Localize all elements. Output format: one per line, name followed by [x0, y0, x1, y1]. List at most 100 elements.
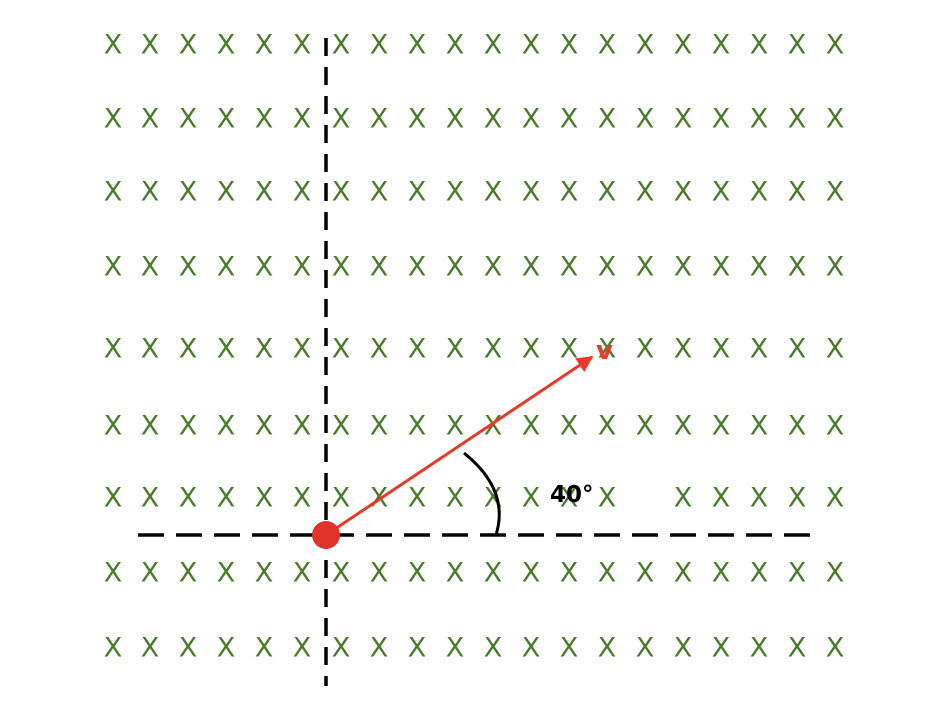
field-x-mark: X	[484, 334, 503, 365]
field-x-mark: X	[141, 252, 160, 283]
field-x-mark: X	[104, 30, 123, 61]
field-x-mark: X	[712, 30, 731, 61]
field-x-mark: X	[179, 483, 198, 514]
charged-particle	[312, 521, 340, 549]
field-x-mark: X	[484, 177, 503, 208]
field-x-mark: X	[217, 30, 236, 61]
field-x-mark: X	[788, 411, 807, 442]
field-x-mark: X	[674, 483, 693, 514]
field-x-mark: X	[750, 558, 769, 589]
field-x-mark: X	[446, 633, 465, 664]
field-x-mark: X	[598, 483, 617, 514]
field-x-mark: X	[293, 483, 312, 514]
angle-arc	[463, 451, 501, 536]
field-x-mark: X	[408, 30, 427, 61]
field-x-mark: X	[141, 633, 160, 664]
field-x-mark: X	[484, 30, 503, 61]
field-x-mark: X	[141, 558, 160, 589]
field-x-mark: X	[750, 633, 769, 664]
field-x-mark: X	[217, 411, 236, 442]
field-x-mark: X	[826, 334, 845, 365]
field-x-mark: X	[104, 483, 123, 514]
field-x-mark: X	[826, 104, 845, 135]
field-x-mark: X	[484, 252, 503, 283]
field-x-mark: X	[598, 177, 617, 208]
field-x-mark: X	[560, 104, 579, 135]
field-x-mark: X	[522, 411, 541, 442]
field-x-mark: X	[408, 633, 427, 664]
field-x-mark: X	[370, 252, 389, 283]
field-x-mark: X	[217, 633, 236, 664]
field-x-mark: X	[446, 411, 465, 442]
field-x-mark: X	[788, 104, 807, 135]
field-x-mark: X	[332, 334, 351, 365]
field-x-mark: X	[141, 411, 160, 442]
field-x-mark: X	[408, 483, 427, 514]
field-x-mark: X	[560, 177, 579, 208]
field-x-mark: X	[522, 633, 541, 664]
field-x-mark: X	[674, 252, 693, 283]
field-x-mark: X	[332, 633, 351, 664]
field-x-mark: X	[826, 558, 845, 589]
field-x-mark: X	[293, 177, 312, 208]
field-x-mark: X	[370, 104, 389, 135]
field-x-mark: X	[560, 633, 579, 664]
field-x-mark: X	[826, 177, 845, 208]
field-x-mark: X	[712, 252, 731, 283]
field-x-mark: X	[141, 177, 160, 208]
field-x-mark: X	[560, 558, 579, 589]
field-x-mark: X	[750, 104, 769, 135]
field-x-mark: X	[712, 104, 731, 135]
field-x-mark: X	[674, 633, 693, 664]
field-x-mark: X	[712, 483, 731, 514]
field-x-mark: X	[788, 177, 807, 208]
field-x-mark: X	[293, 104, 312, 135]
field-x-mark: X	[446, 30, 465, 61]
field-x-mark: X	[522, 30, 541, 61]
field-x-mark: X	[636, 177, 655, 208]
field-x-mark: X	[598, 411, 617, 442]
field-x-mark: X	[446, 252, 465, 283]
field-x-mark: X	[217, 252, 236, 283]
field-x-mark: X	[332, 104, 351, 135]
field-x-mark: X	[370, 411, 389, 442]
field-x-mark: X	[446, 334, 465, 365]
field-x-mark: X	[788, 558, 807, 589]
magnetic-field-grid: X X X X X X X X X X X X X X X X X X X X X X X X X X X X X X X X X X X X X X X X…	[104, 30, 845, 664]
field-x-mark: X	[217, 483, 236, 514]
field-x-mark: X	[674, 177, 693, 208]
field-x-mark: X	[104, 104, 123, 135]
field-x-mark: X	[674, 30, 693, 61]
field-x-mark: X	[560, 483, 579, 514]
field-x-mark: X	[104, 252, 123, 283]
field-x-mark: X	[674, 104, 693, 135]
field-x-mark: X	[293, 411, 312, 442]
field-x-mark: X	[255, 334, 274, 365]
field-x-mark: X	[674, 558, 693, 589]
field-x-mark: X	[788, 483, 807, 514]
field-x-mark: X	[408, 104, 427, 135]
field-x-mark: X	[217, 558, 236, 589]
field-x-mark: X	[522, 177, 541, 208]
field-x-mark: X	[255, 30, 274, 61]
field-x-mark: X	[179, 558, 198, 589]
field-x-mark: X	[408, 252, 427, 283]
field-x-mark: X	[255, 252, 274, 283]
field-x-mark: X	[750, 411, 769, 442]
field-x-mark: X	[750, 483, 769, 514]
field-x-mark: X	[293, 252, 312, 283]
field-x-mark: X	[255, 483, 274, 514]
field-x-mark: X	[712, 177, 731, 208]
field-x-mark: X	[255, 411, 274, 442]
field-x-mark: X	[522, 558, 541, 589]
field-x-mark: X	[446, 104, 465, 135]
field-x-mark: X	[408, 558, 427, 589]
field-x-mark: X	[141, 104, 160, 135]
field-x-mark: X	[255, 177, 274, 208]
velocity-label: v	[596, 336, 613, 366]
field-x-mark: X	[522, 483, 541, 514]
field-x-mark: X	[826, 30, 845, 61]
field-x-mark: X	[179, 411, 198, 442]
field-x-mark: X	[712, 633, 731, 664]
field-x-mark: X	[179, 633, 198, 664]
